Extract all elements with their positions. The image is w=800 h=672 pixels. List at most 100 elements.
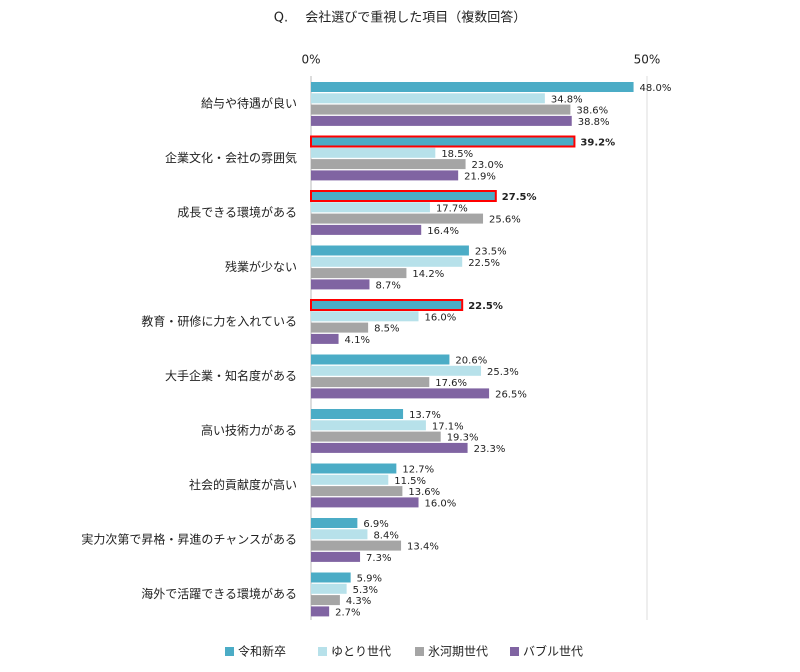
bar	[311, 442, 468, 453]
category-label: 残業が少ない	[225, 259, 297, 274]
value-label: 22.5%	[468, 258, 500, 269]
value-label: 13.4%	[407, 542, 439, 553]
value-label: 16.0%	[425, 498, 457, 509]
bar	[311, 268, 407, 279]
value-label: 39.2%	[580, 138, 615, 149]
category-label: 海外で活躍できる環境がある	[141, 586, 297, 601]
value-label: 22.5%	[468, 301, 503, 312]
legend-label: 令和新卒	[238, 644, 286, 659]
bar	[311, 388, 490, 399]
value-label: 23.0%	[472, 160, 504, 171]
bar	[310, 135, 576, 148]
bar	[311, 322, 369, 333]
value-label: 25.6%	[489, 215, 521, 226]
bar	[311, 497, 419, 508]
bar	[311, 82, 634, 92]
bar	[311, 93, 545, 104]
value-label: 25.3%	[487, 367, 519, 378]
value-label: 17.7%	[436, 203, 468, 214]
bar	[311, 486, 403, 497]
legend-swatch	[225, 647, 234, 656]
legend-swatch	[510, 647, 519, 656]
value-label: 23.5%	[475, 247, 507, 258]
value-label: 2.7%	[335, 607, 360, 618]
bar	[311, 583, 347, 594]
bar	[311, 213, 484, 224]
value-label: 8.4%	[373, 530, 398, 541]
bar	[311, 431, 441, 442]
category-label: 社会的貢献度が高い	[189, 477, 297, 492]
bar	[311, 377, 430, 388]
bar	[311, 463, 397, 474]
bar	[311, 147, 436, 158]
bar	[311, 224, 422, 235]
value-label: 8.5%	[374, 324, 399, 335]
category-label: 高い技術力がある	[201, 423, 297, 438]
bar	[311, 572, 351, 583]
value-label: 16.0%	[425, 312, 457, 323]
category-label: 大手企業・知名度がある	[165, 368, 297, 383]
bar	[311, 159, 466, 170]
bar	[311, 104, 571, 115]
value-label: 23.3%	[474, 444, 506, 455]
bar	[311, 245, 469, 256]
bar	[311, 595, 340, 606]
bar	[310, 190, 497, 202]
x-tick-label: 0%	[301, 53, 320, 67]
value-label: 26.5%	[495, 389, 527, 400]
bar	[311, 606, 330, 617]
bar	[311, 311, 419, 322]
bar	[311, 202, 430, 213]
bar	[311, 256, 463, 267]
value-label: 12.7%	[402, 465, 434, 476]
bar	[311, 170, 459, 181]
value-label: 17.6%	[435, 378, 467, 389]
bar	[311, 474, 389, 485]
value-label: 8.7%	[375, 280, 400, 291]
x-tick-label: 50%	[634, 53, 661, 67]
legend-swatch	[415, 647, 424, 656]
category-label: 企業文化・会社の雰囲気	[165, 150, 297, 165]
bar	[311, 365, 482, 376]
value-label: 4.1%	[345, 335, 370, 346]
category-label: 実力次第で昇格・昇進のチャンスがある	[81, 532, 297, 547]
bar	[311, 529, 368, 540]
value-label: 18.5%	[441, 149, 473, 160]
bar	[311, 518, 358, 528]
bar	[311, 551, 361, 562]
bar	[311, 333, 339, 344]
legend-label: バブル世代	[523, 644, 583, 659]
value-label: 48.0%	[640, 83, 672, 94]
bar	[311, 540, 402, 551]
legend-label: 氷河期世代	[428, 645, 488, 659]
value-label: 5.3%	[353, 585, 378, 596]
value-label: 13.7%	[409, 410, 441, 421]
category-label: 教育・研修に力を入れている	[141, 314, 297, 329]
value-label: 16.4%	[427, 226, 459, 237]
value-label: 14.2%	[412, 269, 444, 280]
value-label: 19.3%	[447, 433, 479, 444]
bar	[311, 409, 404, 419]
value-label: 5.9%	[357, 574, 382, 585]
value-label: 21.9%	[464, 171, 496, 182]
bar	[311, 354, 450, 365]
value-label: 34.8%	[551, 94, 583, 105]
value-label: 6.9%	[363, 519, 388, 530]
value-label: 38.8%	[578, 117, 610, 128]
value-label: 20.6%	[455, 356, 487, 367]
legend-label: ゆとり世代	[331, 645, 391, 659]
bar	[311, 115, 572, 126]
value-label: 11.5%	[394, 476, 426, 487]
value-label: 4.3%	[346, 596, 371, 607]
value-label: 7.3%	[366, 553, 391, 564]
category-label: 成長できる環境がある	[177, 205, 297, 220]
category-label: 給与や待遇が良い	[201, 96, 297, 111]
bar	[311, 420, 426, 431]
bar	[311, 279, 370, 290]
chart-title: Q. 会社選びで重視した項目（複数回答）	[274, 10, 527, 26]
bar	[310, 299, 464, 311]
value-label: 17.1%	[432, 421, 464, 432]
value-label: 27.5%	[502, 192, 537, 203]
legend-swatch	[318, 647, 327, 656]
